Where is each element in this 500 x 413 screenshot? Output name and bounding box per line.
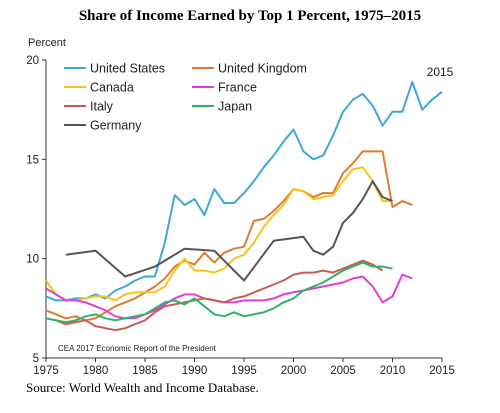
credit-note: CEA 2017 Economic Report of the Presiden… (58, 344, 217, 353)
x-tick-label: 1990 (182, 365, 208, 377)
series-line-canada (45, 166, 393, 302)
series-line-germany (65, 180, 393, 282)
series-line-united-kingdom (45, 150, 413, 322)
x-tick-label: 1980 (83, 365, 109, 377)
legend-label-united-kingdom: United Kingdom (218, 62, 307, 76)
axes: 5 10 15 20 1975 1980 1985 1990 1995 2000 2005 2010 2… (26, 55, 455, 377)
y-axis-unit-label: Percent (28, 37, 66, 49)
series-line-united-states (45, 80, 443, 302)
source-note: Source: World Wealth and Income Database… (26, 380, 259, 395)
legend-label-germany: Germany (90, 119, 142, 133)
legend-label-france: France (218, 81, 257, 95)
chart-title: Share of Income Earned by Top 1 Percent,… (78, 8, 422, 24)
y-tick-label: 10 (26, 254, 39, 266)
legend: United States United Kingdom Canada France I… (64, 62, 307, 133)
legend-label-italy: Italy (90, 100, 114, 114)
x-tick-label: 1985 (132, 365, 158, 377)
series-line-france (45, 273, 413, 320)
x-tick-label: 2005 (330, 365, 356, 377)
y-tick-label: 20 (26, 55, 39, 67)
series-lines (45, 80, 443, 332)
series-line-japan (45, 261, 393, 324)
legend-label-japan: Japan (218, 100, 252, 114)
x-tick-label: 1975 (33, 365, 59, 377)
series-line-italy (45, 259, 384, 332)
legend-label-canada: Canada (90, 81, 134, 95)
y-tick-label: 5 (33, 353, 39, 365)
y-tick-label: 15 (26, 154, 39, 166)
x-tick-label: 1995 (231, 365, 257, 377)
x-tick-label: 2000 (281, 365, 307, 377)
legend-label-united-states: United States (90, 62, 165, 76)
x-tick-label: 2010 (380, 365, 406, 377)
x-tick-label: 2015 (429, 365, 455, 377)
annotation-2015: 2015 (427, 65, 454, 79)
